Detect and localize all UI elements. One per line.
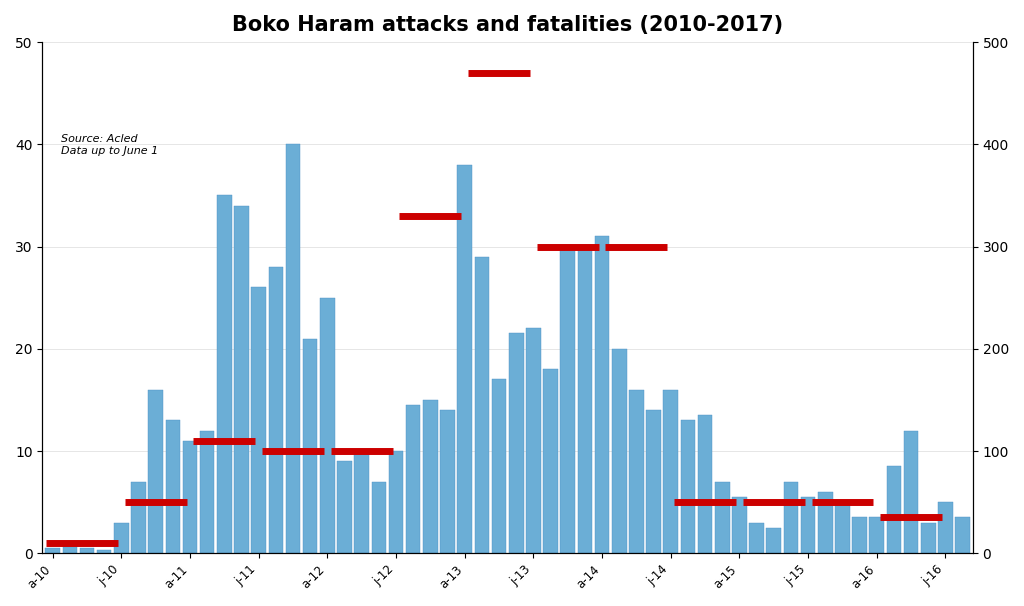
- Bar: [715, 482, 729, 553]
- Bar: [286, 144, 300, 553]
- Bar: [217, 196, 231, 553]
- Bar: [166, 421, 180, 553]
- Bar: [544, 369, 558, 553]
- Bar: [321, 298, 335, 553]
- Bar: [45, 548, 60, 553]
- Bar: [62, 543, 77, 553]
- Bar: [887, 467, 901, 553]
- Bar: [492, 379, 506, 553]
- Bar: [904, 431, 919, 553]
- Bar: [458, 165, 472, 553]
- Bar: [955, 518, 970, 553]
- Bar: [440, 410, 455, 553]
- Bar: [783, 482, 799, 553]
- Bar: [406, 405, 421, 553]
- Bar: [354, 451, 369, 553]
- Bar: [646, 410, 660, 553]
- Bar: [664, 390, 678, 553]
- Title: Boko Haram attacks and fatalities (2010-2017): Boko Haram attacks and fatalities (2010-…: [232, 15, 783, 35]
- Bar: [578, 247, 592, 553]
- Bar: [337, 461, 352, 553]
- Bar: [251, 287, 266, 553]
- Bar: [114, 522, 129, 553]
- Bar: [612, 349, 627, 553]
- Bar: [474, 257, 489, 553]
- Bar: [595, 236, 609, 553]
- Bar: [801, 497, 815, 553]
- Bar: [200, 431, 214, 553]
- Bar: [750, 522, 764, 553]
- Bar: [921, 522, 936, 553]
- Bar: [182, 441, 198, 553]
- Bar: [389, 451, 403, 553]
- Bar: [836, 502, 850, 553]
- Bar: [681, 421, 695, 553]
- Bar: [97, 550, 112, 553]
- Bar: [732, 497, 746, 553]
- Bar: [526, 328, 541, 553]
- Bar: [268, 267, 284, 553]
- Bar: [560, 247, 575, 553]
- Bar: [509, 333, 523, 553]
- Text: Source: Acled
Data up to June 1: Source: Acled Data up to June 1: [61, 134, 159, 156]
- Bar: [766, 528, 781, 553]
- Bar: [629, 390, 644, 553]
- Bar: [423, 400, 437, 553]
- Bar: [234, 205, 249, 553]
- Bar: [303, 339, 317, 553]
- Bar: [372, 482, 386, 553]
- Bar: [131, 482, 145, 553]
- Bar: [852, 518, 867, 553]
- Bar: [818, 492, 833, 553]
- Bar: [938, 502, 952, 553]
- Bar: [148, 390, 163, 553]
- Bar: [80, 548, 94, 553]
- Bar: [697, 415, 713, 553]
- Bar: [869, 518, 884, 553]
